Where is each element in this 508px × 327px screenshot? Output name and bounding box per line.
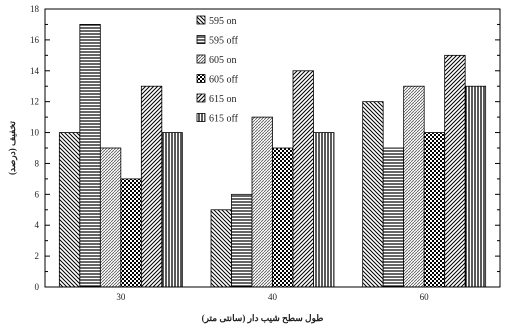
bar-605-off-60: [423, 132, 446, 288]
x-tick-label: 60: [420, 292, 430, 302]
legend: 595 on 595 off 605 on 605 off 615 on 615 off: [196, 15, 239, 125]
legend-label: 615 off: [209, 114, 239, 125]
y-tick-label: 14: [30, 66, 40, 76]
x-tick-label: 30: [116, 292, 126, 302]
y-tick-label: 2: [35, 251, 40, 261]
bar-605-off-40: [272, 147, 294, 288]
bar-605-on-40: [251, 116, 273, 288]
legend-label: 595 off: [209, 36, 239, 47]
y-tick-label: 6: [35, 189, 40, 199]
bar-615-off-60: [464, 85, 487, 288]
y-axis-title: تخفیف (درصد): [7, 121, 18, 175]
legend-label: 605 off: [209, 75, 239, 86]
bar-595-off-30: [79, 24, 101, 288]
bar-595-on-40: [210, 209, 232, 288]
legend-label: 615 on: [209, 94, 237, 105]
y-tick-label: 16: [30, 35, 40, 45]
legend-swatch: [196, 74, 206, 83]
legend-swatch: [196, 15, 206, 25]
legend-swatch: [196, 93, 206, 103]
bar-605-on-30: [99, 147, 122, 288]
bar-595-off-40: [231, 193, 253, 288]
y-tick-label: 4: [35, 220, 40, 230]
bar-615-off-30: [161, 132, 183, 288]
bar-615-on-60: [444, 54, 466, 288]
bar-595-on-30: [58, 132, 81, 288]
bar-615-off-40: [313, 132, 335, 288]
bar-605-off-30: [120, 178, 142, 288]
plot-frame: [44, 8, 501, 288]
y-tick-label: 12: [30, 97, 39, 107]
bar-615-on-30: [140, 85, 163, 288]
bars: [58, 24, 487, 288]
bar-595-on-60: [362, 101, 384, 288]
legend-swatch: [196, 54, 206, 64]
bar-615-on-40: [292, 70, 314, 288]
legend-label: 605 on: [209, 55, 237, 66]
y-tick-label: 8: [35, 158, 40, 168]
bar-605-on-60: [403, 85, 425, 288]
y-tick-label: 18: [30, 4, 40, 14]
bar-595-off-60: [382, 147, 405, 288]
x-tick-label: 40: [268, 292, 278, 302]
x-axis-title: طول سطح شیب دار (سانتی متر): [202, 313, 324, 324]
y-tick-label: 0: [35, 282, 40, 292]
legend-swatch: [196, 35, 206, 44]
y-tick-label: 10: [30, 128, 40, 138]
legend-swatch: [196, 113, 206, 122]
legend-label: 595 on: [209, 16, 237, 27]
